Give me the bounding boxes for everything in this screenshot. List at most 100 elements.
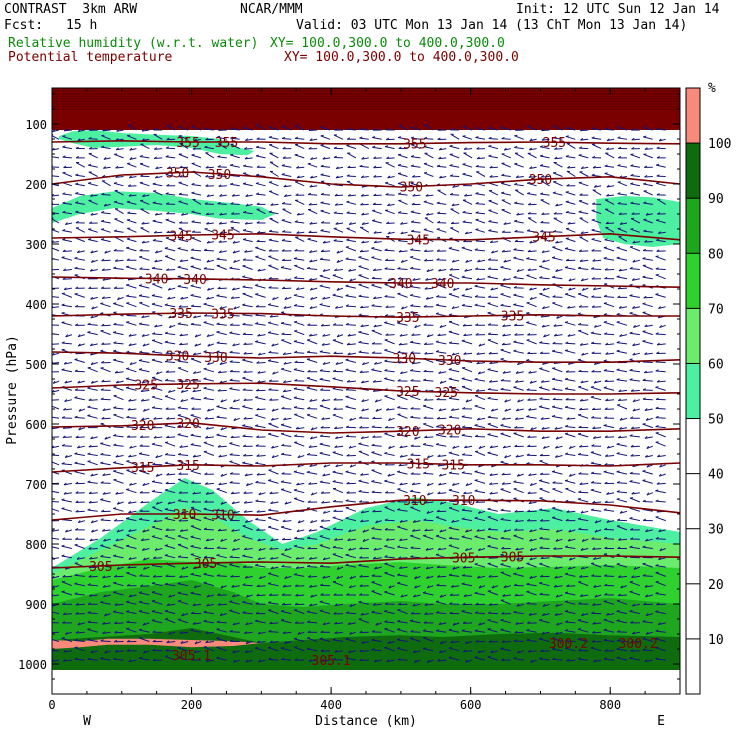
wind-arrow — [220, 585, 227, 589]
wind-arrow — [335, 221, 344, 225]
wind-arrow — [231, 594, 240, 598]
wind-arrow — [568, 529, 576, 533]
wind-arrow — [516, 566, 524, 570]
wind-arrow — [268, 479, 279, 484]
wind-arrow — [230, 153, 240, 159]
wind-arrow — [593, 659, 602, 663]
wind-arrow — [410, 444, 421, 447]
wind-arrow — [141, 128, 150, 132]
wind-arrow — [319, 377, 331, 382]
wind-arrow — [153, 156, 163, 159]
wind-arrow — [591, 351, 602, 354]
wind-arrow — [410, 182, 421, 187]
wind-arrow — [232, 240, 240, 244]
wind-arrow — [579, 407, 589, 411]
wind-arrow — [61, 544, 73, 549]
wind-arrow — [526, 601, 537, 605]
wind-arrow — [113, 385, 124, 391]
wind-arrow — [332, 487, 344, 494]
wind-arrow — [410, 248, 421, 252]
wind-arrow — [503, 259, 511, 263]
wind-arrow — [75, 161, 86, 168]
wind-arrow — [358, 265, 369, 270]
valid-time: Valid: 03 UTC Mon 13 Jan 14 (13 ChT Mon … — [296, 18, 688, 33]
wind-arrow — [217, 528, 227, 532]
wind-arrow — [475, 136, 486, 140]
wind-arrow — [436, 164, 447, 168]
wind-arrow — [487, 423, 499, 429]
wind-arrow — [268, 657, 279, 661]
wind-arrow — [229, 518, 240, 522]
wind-arrow — [52, 546, 60, 549]
wind-arrow — [643, 295, 653, 299]
wind-arrow — [655, 489, 666, 494]
wind-arrow — [388, 445, 395, 449]
wind-arrow — [565, 620, 576, 624]
wind-arrow — [166, 211, 176, 215]
wind-arrow — [348, 650, 356, 654]
wind-arrow — [335, 305, 344, 309]
wind-arrow — [151, 395, 163, 401]
wind-arrow — [347, 538, 356, 541]
wind-arrow — [242, 292, 253, 298]
wind-arrow — [412, 594, 421, 598]
wind-arrow — [168, 315, 176, 319]
wind-arrow — [333, 509, 343, 512]
wind-arrow — [100, 554, 111, 559]
wind-arrow — [74, 646, 85, 652]
theta-label: 355 — [215, 136, 238, 151]
wind-arrow — [540, 192, 550, 196]
wind-arrow — [139, 490, 150, 494]
wind-arrow — [474, 303, 486, 308]
y-tick-label: 900 — [25, 598, 47, 612]
wind-arrow — [451, 203, 460, 207]
wind-arrow — [346, 238, 356, 243]
wind-arrow — [423, 378, 434, 382]
wind-arrow — [203, 610, 214, 615]
wind-arrow — [500, 599, 511, 605]
wind-arrow — [307, 339, 318, 345]
y-tick-label: 500 — [25, 358, 47, 372]
wind-arrow — [294, 136, 305, 140]
wind-arrow — [590, 395, 602, 401]
wind-arrow — [423, 323, 434, 326]
wind-arrow — [658, 529, 666, 533]
wind-arrow — [384, 602, 395, 605]
wind-arrow — [233, 417, 240, 422]
wind-arrow — [578, 369, 589, 373]
wind-arrow — [513, 349, 524, 354]
wind-arrow — [462, 425, 473, 429]
wind-arrow — [345, 434, 356, 438]
theta-contour-315 — [52, 462, 680, 473]
rh-patch-0 — [59, 130, 255, 156]
wind-arrow — [566, 658, 576, 662]
wind-arrow — [426, 482, 434, 487]
wind-arrow — [306, 620, 318, 624]
wind-arrow — [244, 221, 253, 225]
wind-arrow — [294, 264, 305, 270]
wind-arrow — [500, 348, 511, 354]
wind-arrow — [74, 657, 85, 661]
wind-arrow — [590, 508, 602, 512]
wind-arrow — [410, 506, 421, 512]
wind-arrow — [475, 389, 486, 392]
wind-arrow — [580, 547, 589, 551]
wind-arrow — [165, 370, 176, 373]
wind-arrow — [269, 170, 279, 177]
theta-contour-305 — [52, 555, 680, 569]
wind-arrow — [141, 547, 150, 551]
wind-arrow — [565, 518, 576, 522]
wind-arrow — [242, 182, 253, 187]
wind-arrow — [414, 436, 421, 440]
wind-arrow — [336, 566, 344, 570]
wind-arrow — [540, 417, 550, 420]
wind-arrow — [204, 416, 214, 420]
wind-arrow — [113, 478, 124, 484]
wind-arrow — [140, 227, 150, 233]
theta-label: 315 — [176, 459, 199, 474]
wind-arrow — [88, 444, 98, 448]
wind-arrow — [129, 445, 137, 449]
wind-arrow — [371, 574, 382, 577]
wind-arrow — [514, 239, 524, 243]
wind-arrow — [424, 612, 434, 615]
